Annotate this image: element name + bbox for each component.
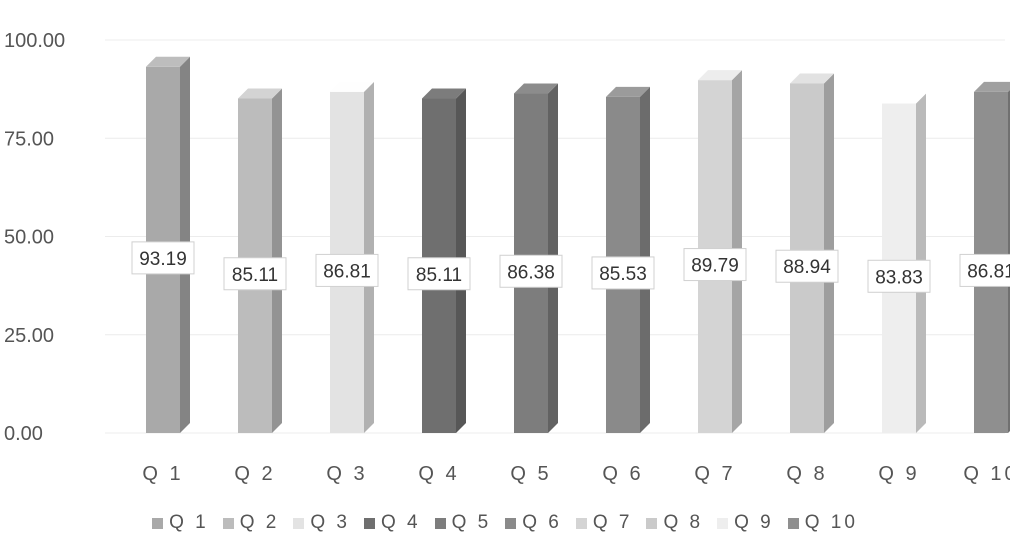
x-tick-label: Q 10 (963, 463, 1010, 485)
data-label: 83.83 (875, 267, 923, 288)
legend-label: Q 5 (451, 512, 492, 533)
legend-label: Q 6 (522, 512, 562, 533)
data-label: 85.11 (416, 265, 462, 286)
bar-top (238, 88, 282, 99)
legend-label: Q 1 (169, 512, 209, 533)
data-label-box (683, 248, 747, 282)
legend-swatch (152, 517, 164, 529)
x-tick-label: Q 7 (694, 463, 735, 485)
data-label: 85.11 (232, 265, 278, 286)
data-label-box (591, 256, 655, 290)
legend-swatch (646, 517, 658, 529)
data-label-box (131, 241, 195, 275)
legend-swatch (293, 517, 305, 529)
x-tick-label: Q 2 (234, 463, 275, 485)
y-tick-label: 50.00 (4, 227, 54, 249)
legend-item: Q 6 (505, 512, 562, 534)
legend-item: Q 2 (222, 512, 280, 534)
data-label-box (959, 253, 1010, 287)
data-label: 85.53 (599, 264, 647, 285)
legend-item: Q 3 (293, 512, 350, 534)
y-tick-label: 0.00 (4, 423, 43, 445)
legend-label: Q 2 (239, 512, 280, 533)
legend-item: Q 5 (434, 512, 492, 534)
y-tick-label: 75.00 (4, 128, 54, 150)
data-label-box (407, 257, 471, 291)
legend-label: Q 8 (663, 512, 704, 533)
x-tick-label: Q 1 (142, 463, 183, 485)
bar-top (514, 83, 558, 94)
legend-swatch (717, 517, 729, 529)
data-label-box (499, 254, 563, 288)
chart-legend: Q 1 Q 2 Q 3 Q 4 Q 5 Q 6 Q 7 Q 8 Q 9 Q 10 (0, 512, 1010, 534)
legend-swatch (575, 517, 587, 529)
legend-item: Q 7 (575, 512, 633, 534)
legend-item: Q 10 (787, 512, 858, 534)
data-label: 86.81 (323, 261, 371, 282)
legend-swatch (363, 517, 375, 529)
bar-top (974, 81, 1010, 92)
legend-label: Q 4 (380, 512, 421, 533)
bar-top (882, 93, 926, 104)
legend-swatch (505, 517, 517, 529)
data-label: 88.94 (783, 257, 831, 278)
legend-swatch (434, 517, 446, 529)
bar-top (790, 73, 834, 84)
x-tick-label: Q 8 (786, 463, 827, 485)
bar-top (146, 56, 190, 67)
data-label: 89.79 (691, 256, 739, 277)
x-tick-label: Q 5 (510, 463, 551, 485)
data-label-box (867, 259, 931, 293)
bar-top (422, 88, 466, 99)
bar-top (330, 81, 374, 92)
legend-label: Q 7 (592, 512, 633, 533)
legend-swatch (787, 517, 799, 529)
legend-item: Q 9 (717, 512, 774, 534)
x-tick-label: Q 6 (602, 463, 643, 485)
data-label-box (223, 257, 287, 291)
y-tick-label: 25.00 (4, 325, 54, 347)
legend-label: Q 9 (734, 512, 774, 533)
y-tick-label: 100.00 (4, 30, 65, 52)
data-label: 86.81 (967, 261, 1010, 282)
bar-top (698, 70, 742, 81)
data-label-box (315, 253, 379, 287)
x-tick-label: Q 4 (418, 463, 459, 485)
legend-swatch (222, 517, 234, 529)
legend-item: Q 8 (646, 512, 703, 534)
x-tick-label: Q 3 (326, 463, 367, 485)
legend-item: Q 4 (363, 512, 421, 534)
data-label: 86.38 (507, 262, 555, 283)
data-label: 93.19 (139, 249, 187, 270)
x-tick-label: Q 9 (878, 463, 919, 485)
legend-item: Q 1 (152, 512, 209, 534)
bar-top (606, 86, 650, 97)
legend-label: Q 10 (804, 512, 858, 533)
legend-label: Q 3 (310, 512, 350, 533)
data-label-box (775, 249, 839, 283)
